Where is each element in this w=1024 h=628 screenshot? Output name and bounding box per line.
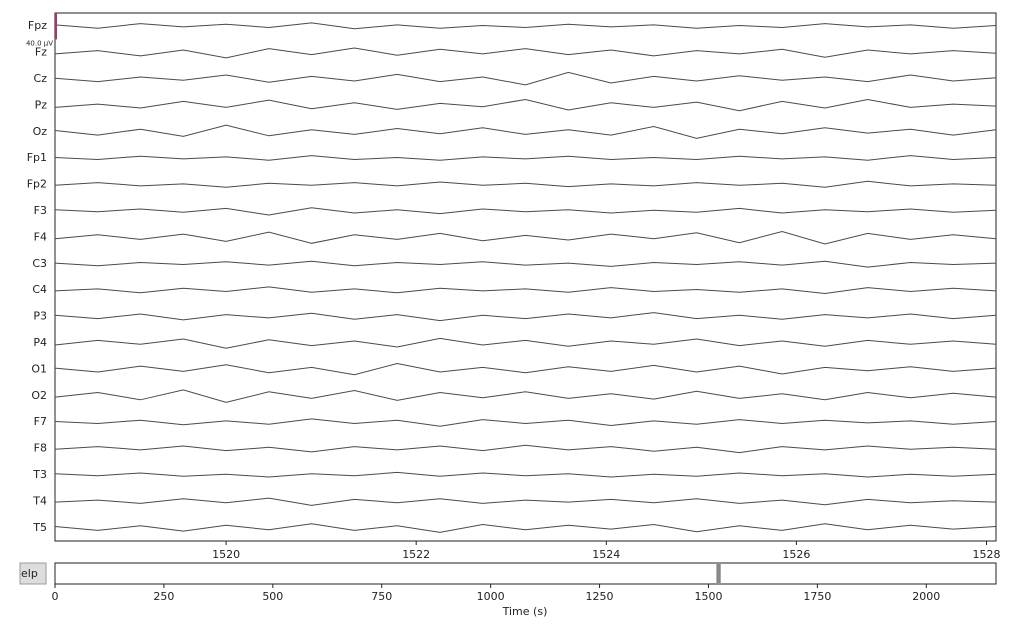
- x-tick-label: 1528: [972, 548, 1000, 561]
- view-window: [716, 564, 721, 583]
- x-tick-label: 1524: [592, 548, 620, 561]
- help-button-label[interactable]: elp: [21, 567, 38, 580]
- channel-label: F4: [34, 230, 47, 243]
- x-tick-label: 750: [371, 590, 392, 603]
- eeg-trace: [54, 260, 997, 268]
- x-tick-label: 500: [262, 590, 283, 603]
- eeg-trace: [54, 471, 997, 478]
- eeg-trace: [54, 523, 997, 533]
- channel-label: F8: [34, 442, 47, 455]
- channel-label: Cz: [34, 72, 48, 85]
- channel-label: O1: [31, 362, 47, 375]
- eeg-trace: [54, 230, 997, 245]
- channel-label: Fpz: [28, 19, 47, 32]
- x-tick-label: 1520: [212, 548, 240, 561]
- eeg-trace: [54, 418, 997, 427]
- x-tick-label: 1250: [586, 590, 614, 603]
- eeg-trace: [54, 47, 997, 59]
- x-tick-label: 250: [153, 590, 174, 603]
- channel-label: O2: [31, 389, 47, 402]
- eeg-trace: [54, 180, 997, 188]
- eeg-trace: [54, 22, 997, 30]
- x-tick-label: 1000: [477, 590, 505, 603]
- eeg-trace: [54, 362, 997, 376]
- eeg-trace: [54, 444, 997, 454]
- channel-label: C4: [32, 283, 47, 296]
- channel-label: T5: [32, 521, 47, 534]
- scale-bar-label: 40.0 µV: [26, 39, 53, 47]
- eeg-trace: [54, 389, 997, 403]
- channel-label: P4: [33, 336, 47, 349]
- overview-axes: [54, 562, 997, 585]
- eeg-trace: [54, 207, 997, 216]
- x-tick-label: 1526: [782, 548, 810, 561]
- channel-label: T3: [32, 468, 47, 481]
- eeg-trace: [54, 155, 997, 161]
- eeg-trace: [54, 286, 997, 295]
- channel-label: T4: [32, 494, 47, 507]
- x-tick-label: 2000: [912, 590, 940, 603]
- channel-label: Fp1: [27, 151, 47, 164]
- main-axes: [54, 12, 997, 542]
- channel-label: C3: [32, 257, 47, 270]
- channel-label: F3: [34, 204, 47, 217]
- x-tick-label: 1500: [694, 590, 722, 603]
- eeg-trace: [54, 337, 997, 349]
- x-tick-label: 1750: [803, 590, 831, 603]
- x-axis-label: Time (s): [502, 605, 548, 618]
- channel-label: Fp2: [27, 178, 47, 191]
- channel-label: Fz: [35, 46, 47, 59]
- eeg-trace: [54, 98, 997, 112]
- eeg-trace: [54, 71, 997, 86]
- help-button[interactable]: [19, 562, 47, 585]
- channel-label: Oz: [33, 125, 48, 138]
- channel-label: P3: [33, 310, 47, 323]
- eeg-trace: [54, 497, 997, 506]
- eeg-trace: [54, 312, 997, 322]
- eeg-trace: [54, 124, 997, 139]
- channel-label: F7: [34, 415, 47, 428]
- x-tick-label: 0: [52, 590, 59, 603]
- x-tick-label: 1522: [402, 548, 430, 561]
- channel-label: Pz: [35, 98, 48, 111]
